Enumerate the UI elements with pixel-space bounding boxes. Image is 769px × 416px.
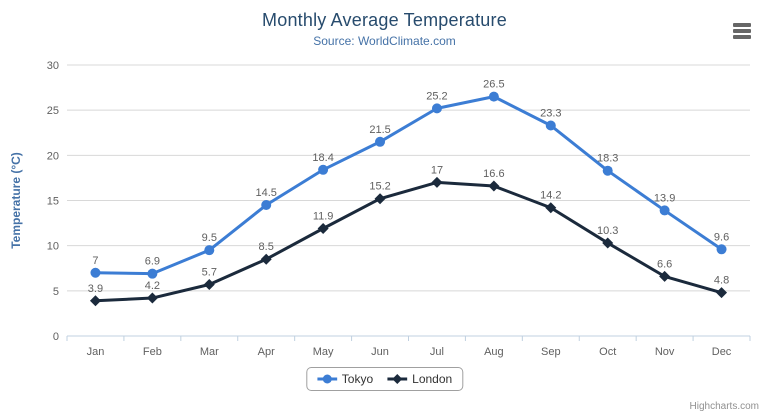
data-label: 18.3 bbox=[597, 153, 618, 165]
series-line-london[interactable] bbox=[93, 180, 724, 303]
marker-tokyo[interactable] bbox=[431, 103, 442, 114]
x-tick-label: Aug bbox=[484, 346, 504, 358]
marker-tokyo[interactable] bbox=[375, 136, 386, 147]
marker-london[interactable] bbox=[431, 176, 443, 188]
x-tick-label: Feb bbox=[143, 346, 162, 358]
hamburger-bar bbox=[733, 29, 751, 33]
x-tick-label: Apr bbox=[258, 346, 275, 358]
y-tick-label: 25 bbox=[47, 105, 59, 117]
marker-tokyo[interactable] bbox=[318, 164, 329, 175]
y-tick-label: 15 bbox=[47, 196, 59, 208]
data-label: 4.8 bbox=[714, 275, 729, 287]
y-tick-label: 5 bbox=[53, 286, 59, 298]
data-label: 5.7 bbox=[202, 267, 217, 279]
marker-tokyo[interactable] bbox=[545, 120, 556, 131]
marker-london[interactable] bbox=[260, 253, 272, 265]
marker-london[interactable] bbox=[602, 237, 614, 249]
x-tick-label: Sep bbox=[541, 346, 561, 358]
chart-title: Monthly Average Temperature bbox=[262, 10, 507, 30]
data-label: 21.5 bbox=[369, 124, 390, 136]
data-label: 9.6 bbox=[714, 231, 729, 243]
data-label: 11.9 bbox=[313, 211, 334, 223]
data-label: 17 bbox=[431, 164, 443, 176]
data-label: 9.5 bbox=[202, 232, 217, 244]
marker-tokyo[interactable] bbox=[488, 91, 499, 102]
data-label: 7 bbox=[92, 255, 98, 267]
hamburger-bar bbox=[733, 23, 751, 27]
series-line-tokyo[interactable] bbox=[93, 95, 724, 276]
data-label: 14.5 bbox=[255, 187, 276, 199]
x-tick-label: Jun bbox=[371, 346, 389, 358]
marker-tokyo[interactable] bbox=[716, 244, 727, 255]
y-tick-label: 10 bbox=[47, 241, 59, 253]
legend-marker-diamond-icon bbox=[387, 374, 408, 384]
legend-label: London bbox=[412, 372, 453, 386]
data-label: 8.5 bbox=[259, 241, 274, 253]
data-label: 16.6 bbox=[483, 168, 504, 180]
chart-subtitle: Source: WorldClimate.com bbox=[313, 34, 456, 48]
marker-london[interactable] bbox=[317, 223, 329, 235]
x-tick-label: Dec bbox=[712, 346, 732, 358]
marker-tokyo[interactable] bbox=[261, 200, 272, 211]
marker-london[interactable] bbox=[488, 180, 500, 192]
marker-london[interactable] bbox=[659, 270, 671, 282]
marker-tokyo[interactable] bbox=[659, 205, 670, 216]
hamburger-bar bbox=[733, 35, 751, 39]
y-axis-title: Temperature (°C) bbox=[9, 152, 23, 249]
data-label: 4.2 bbox=[145, 280, 160, 292]
data-label: 6.6 bbox=[657, 258, 672, 270]
data-label: 3.9 bbox=[88, 283, 103, 295]
x-tick-label: Mar bbox=[200, 346, 219, 358]
marker-tokyo[interactable] bbox=[147, 268, 158, 279]
marker-tokyo[interactable] bbox=[204, 245, 215, 256]
x-tick-label: May bbox=[313, 346, 334, 358]
y-tick-label: 0 bbox=[53, 331, 59, 343]
x-tick-label: Jul bbox=[430, 346, 444, 358]
data-label: 10.3 bbox=[597, 225, 618, 237]
data-label: 18.4 bbox=[312, 152, 333, 164]
marker-london[interactable] bbox=[203, 279, 215, 291]
credits-link[interactable]: Highcharts.com bbox=[689, 401, 759, 412]
x-tick-label: Jan bbox=[87, 346, 105, 358]
x-tick-label: Oct bbox=[599, 346, 616, 358]
marker-london[interactable] bbox=[545, 202, 557, 214]
y-tick-label: 30 bbox=[47, 60, 59, 72]
data-label: 25.2 bbox=[426, 90, 447, 102]
marker-london[interactable] bbox=[89, 295, 101, 307]
x-tick-label: Nov bbox=[655, 346, 675, 358]
data-label: 14.2 bbox=[540, 190, 561, 202]
legend-item-london[interactable]: London bbox=[387, 372, 452, 386]
y-tick-label: 20 bbox=[47, 150, 59, 162]
hamburger-menu-icon[interactable] bbox=[730, 19, 754, 41]
marker-tokyo[interactable] bbox=[90, 267, 101, 278]
data-label: 15.2 bbox=[369, 181, 390, 193]
legend-item-tokyo[interactable]: Tokyo bbox=[316, 372, 374, 386]
data-label: 23.3 bbox=[540, 108, 561, 120]
legend: Tokyo London bbox=[305, 367, 464, 391]
marker-tokyo[interactable] bbox=[602, 165, 613, 176]
marker-london[interactable] bbox=[716, 287, 728, 299]
legend-marker-circle-icon bbox=[316, 374, 337, 384]
data-label: 13.9 bbox=[654, 192, 675, 204]
data-label: 6.9 bbox=[145, 256, 160, 268]
legend-label: Tokyo bbox=[341, 372, 374, 386]
marker-london[interactable] bbox=[146, 292, 158, 304]
marker-london[interactable] bbox=[374, 193, 386, 205]
data-label: 26.5 bbox=[483, 79, 504, 91]
